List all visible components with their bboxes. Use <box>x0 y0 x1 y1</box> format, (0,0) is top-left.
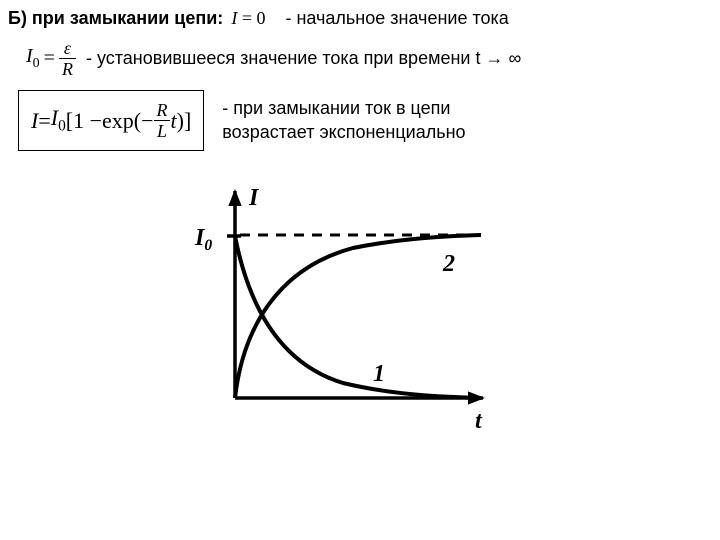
section-heading: Б) при замыкании цепи: <box>8 8 223 29</box>
bf-I: I <box>31 108 38 134</box>
chart: ItI012 <box>183 173 712 448</box>
bf-I0sub: 0 <box>58 118 66 135</box>
formula-exponential: I = I0 [1 − exp (− R L t )] <box>31 101 191 140</box>
formula-zero: 0 <box>256 8 265 28</box>
fraction-R-L: R L <box>154 101 171 140</box>
formula-eq-sign: = <box>44 47 55 70</box>
desc-initial: - начальное значение тока <box>285 8 508 29</box>
bf-exp: exp <box>102 108 134 134</box>
desc-steady: - установившееся значение тока при време… <box>86 48 521 69</box>
bf-I0: I <box>51 105 58 130</box>
svg-text:1: 1 <box>373 361 385 387</box>
svg-text:2: 2 <box>442 251 455 277</box>
desc-exp-l1: - при замыкании ток в цепи <box>222 97 465 120</box>
desc-exp-l2: возрастает экспоненциально <box>222 121 465 144</box>
fraction-den: R <box>59 58 76 78</box>
fraction-eps-R: ε R <box>59 39 76 78</box>
desc-exponential: - при замыкании ток в цепи возрастает эк… <box>222 97 465 144</box>
svg-text:I: I <box>248 185 260 211</box>
formula-steady: I0 = ε R <box>26 39 76 78</box>
frac-R: R <box>154 101 171 120</box>
formula-I: I <box>231 8 237 28</box>
chart-svg: ItI012 <box>183 173 513 443</box>
formula-I0-I: I <box>26 45 33 67</box>
line3: I = I0 [1 − exp (− R L t )] - при замыка… <box>8 90 712 151</box>
formula-initial: I = 0 <box>231 8 265 29</box>
formula-I0-sub: 0 <box>33 56 40 71</box>
bf-paren: (− <box>134 108 154 134</box>
boxed-formula: I = I0 [1 − exp (− R L t )] <box>18 90 204 151</box>
bf-close: )] <box>177 108 192 134</box>
frac-L: L <box>154 120 170 140</box>
line2: I0 = ε R - установившееся значение тока … <box>8 39 712 78</box>
bf-eq: = <box>38 108 50 134</box>
bf-open: [1 − <box>66 108 102 134</box>
line1: Б) при замыкании цепи: I = 0 - начальное… <box>8 8 712 29</box>
fraction-num: ε <box>61 39 74 58</box>
